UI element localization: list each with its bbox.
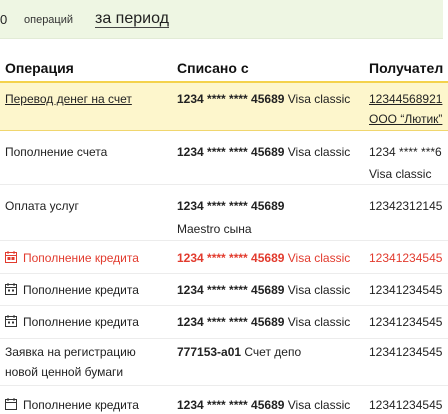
operation-name: Пополнение счета bbox=[5, 145, 108, 159]
operations-count: 0 bbox=[0, 12, 8, 27]
card-type: Visa classic bbox=[284, 92, 351, 106]
operation-name: Пополнение кредита bbox=[23, 283, 139, 297]
column-header-charged-from[interactable]: Списано с bbox=[177, 60, 249, 76]
card-type: Maestro сына bbox=[177, 222, 252, 236]
recipient-account: 12341234545 bbox=[369, 315, 443, 329]
recipient-account: 12341234545 bbox=[369, 283, 443, 297]
calendar-icon bbox=[5, 283, 17, 295]
account-number: 777153-а01 bbox=[177, 345, 242, 359]
operation-name: Оплата услуг bbox=[5, 199, 79, 213]
operation-name: Пополнение кредита bbox=[23, 251, 139, 265]
recipient-name-link[interactable]: ООО “Лютик” bbox=[369, 112, 443, 126]
table-row[interactable]: Пополнение кредита 1234 **** **** 45689 … bbox=[0, 274, 448, 306]
table-row[interactable]: Заявка на регистрацию новой ценной бумаг… bbox=[0, 339, 448, 386]
calendar-icon bbox=[5, 398, 17, 410]
filter-bar: 0 операций за период bbox=[0, 0, 443, 39]
card-cell: 1234 **** **** 45689 Visa classic bbox=[177, 249, 350, 267]
operation-link[interactable]: Перевод денег на счет bbox=[5, 92, 132, 106]
card-cell: 1234 **** **** 45689 Visa classic bbox=[177, 143, 350, 161]
card-number: 1234 **** **** 45689 bbox=[177, 283, 285, 297]
card-number: 1234 **** **** 45689 bbox=[177, 92, 285, 106]
card-number: 1234 **** **** 45689 bbox=[177, 199, 285, 213]
card-cell: 1234 **** **** 45689 Visa classic bbox=[177, 396, 350, 414]
recipient-account: 12341234545 bbox=[369, 398, 443, 412]
card-type: Visa classic bbox=[284, 398, 351, 412]
operation-name: Заявка на регистрацию bbox=[5, 345, 136, 359]
recipient-account: 12342312145 bbox=[369, 199, 443, 213]
recipient-account-link[interactable]: 12344568921 bbox=[369, 92, 443, 106]
table-row[interactable]: Пополнение кредита 1234 **** **** 45689 … bbox=[0, 306, 448, 339]
card-type: Visa classic bbox=[284, 315, 351, 329]
card-number: 1234 **** **** 45689 bbox=[177, 315, 285, 329]
column-header-recipient[interactable]: Получател bbox=[369, 60, 444, 76]
card-type: Visa classic bbox=[284, 145, 351, 159]
card-number: 1234 **** **** 45689 bbox=[177, 398, 285, 412]
table-row[interactable]: Оплата услуг 1234 **** **** 45689 Maestr… bbox=[0, 185, 448, 241]
card-number: 1234 **** **** 45689 bbox=[177, 251, 285, 265]
operations-count-label: операций bbox=[24, 14, 74, 26]
account-type: Счет депо bbox=[241, 345, 302, 359]
table-row[interactable]: Пополнение кредита 1234 **** **** 45689 … bbox=[0, 386, 448, 412]
calendar-icon bbox=[5, 315, 17, 327]
recipient-account: 12341234545 bbox=[369, 345, 443, 359]
operation-name: Пополнение кредита bbox=[23, 398, 139, 412]
card-type: Visa classic bbox=[284, 283, 351, 297]
recipient-account: 1234 **** ***6 bbox=[369, 145, 442, 159]
operation-name: Пополнение кредита bbox=[23, 315, 139, 329]
table-header: Операция Списано с Получател bbox=[0, 56, 448, 83]
column-header-operation[interactable]: Операция bbox=[5, 60, 74, 76]
card-cell: 1234 **** **** 45689 Visa classic bbox=[177, 313, 350, 331]
operation-name-continued: новой ценной бумаги bbox=[5, 365, 124, 379]
calendar-icon bbox=[5, 251, 17, 263]
account-cell: 777153-а01 Счет депо bbox=[177, 343, 301, 361]
table-row[interactable]: Пополнение кредита 1234 **** **** 45689 … bbox=[0, 241, 448, 274]
card-number: 1234 **** **** 45689 bbox=[177, 145, 285, 159]
card-cell: 1234 **** **** 45689 Visa classic bbox=[177, 281, 350, 299]
card-cell: 1234 **** **** 45689 Visa classic bbox=[177, 90, 350, 108]
recipient-account: 12341234545 bbox=[369, 251, 443, 265]
card-type: Visa classic bbox=[284, 251, 351, 265]
recipient-card-type: Visa classic bbox=[369, 167, 432, 181]
period-link[interactable]: за период bbox=[95, 10, 169, 28]
table-row[interactable]: Пополнение счета 1234 **** **** 45689 Vi… bbox=[0, 131, 448, 185]
table-row[interactable]: Перевод денег на счет 1234 **** **** 456… bbox=[0, 83, 448, 131]
